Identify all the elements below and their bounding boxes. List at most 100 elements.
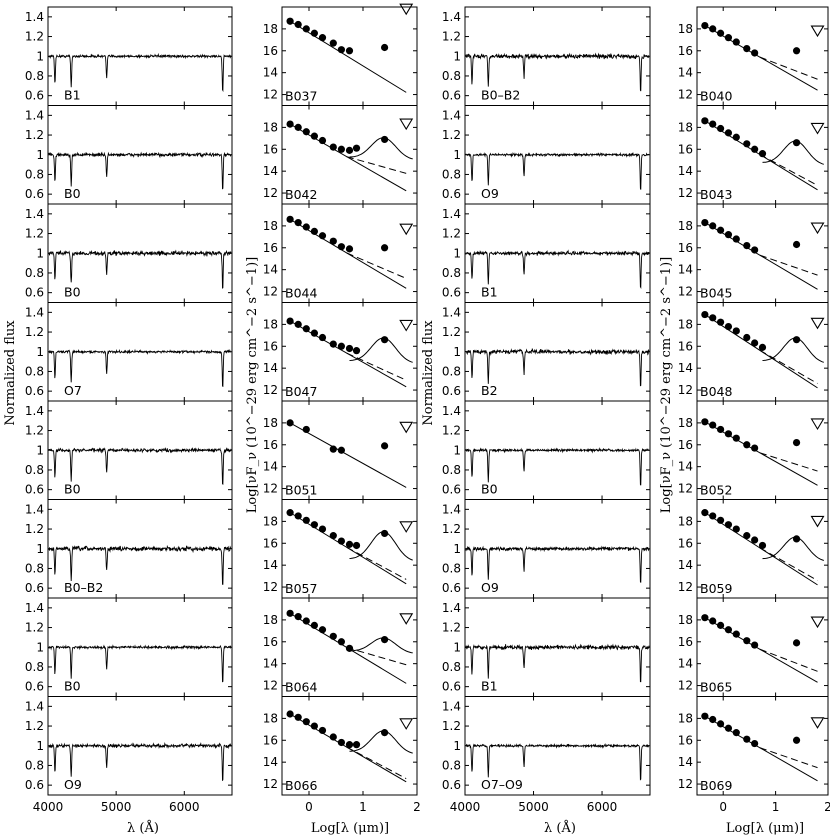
photometry-point [302,425,310,434]
photometry-point [329,445,337,453]
far-ir-point [792,736,801,744]
y-tick-label: 14 [678,66,693,80]
y-tick-label: 1 [36,345,44,359]
far-ir-point [792,336,801,344]
spectral-type-label: B1 [481,285,498,300]
photometry-point [716,318,725,326]
far-ir-point [381,336,389,344]
y-tick-label: 0.8 [442,758,461,772]
x-tick-label: 4000 [33,800,64,814]
photometry-point [345,245,354,253]
spectral-type-label: B0 [481,482,498,497]
y-tick-label: 1.4 [442,10,461,24]
photometry-point [294,512,302,520]
x-tick-label: 6000 [169,800,200,814]
y-axis-label-col4: Log[νF_ν (10^−29 erg cm^−2 s^−1)] [659,257,674,513]
y-tick-label: 1.4 [442,601,461,615]
y-tick-label: 16 [678,142,693,156]
y-tick-label: 1.4 [442,305,461,319]
spectrum-trace [465,249,650,290]
photometry-point [724,626,733,634]
x-tick-label: 1 [359,800,367,814]
y-tick-label: 14 [678,460,693,474]
photometry-point [701,712,709,720]
upper-limit-marker [399,421,414,434]
upper-limit-marker [810,222,825,235]
photometry-point [318,136,327,145]
y-tick-label: 1 [453,640,461,654]
y-tick-label: 1.4 [25,207,44,221]
object-id-label: B040 [700,89,732,104]
spectral-type-label: B0–B2 [64,580,103,595]
spectral-type-label: O9 [481,186,499,201]
dust-emission-curve [349,730,413,754]
photometry-point [724,521,733,529]
y-tick-label: 0.6 [442,187,461,201]
photometry-point [302,128,310,136]
photometry-point [337,738,345,747]
y-tick-label: 14 [263,558,278,572]
y-tick-label: 12 [678,777,693,791]
y-tick-label: 1.2 [442,424,461,438]
dust-emission-curve [762,337,824,363]
y-tick-label: 1.4 [25,108,44,122]
y-tick-label: 18 [678,22,693,36]
far-ir-point [381,529,389,538]
photometry-point [329,143,337,151]
upper-limit-marker [810,418,825,431]
y-tick-label: 1.4 [25,699,44,713]
spectrum-panel-2-1: 0.6 0.8 1 1.2 1.4 O9 [442,105,651,205]
photometry-point [732,133,740,141]
y-tick-label: 0.8 [25,266,44,280]
photometry-point [310,521,318,529]
photometry-point [732,38,740,46]
y-tick-label: 0.6 [442,680,461,694]
excess-model-line [346,252,407,279]
photometry-point [345,540,354,548]
far-ir-point [381,442,389,450]
spectrum-trace [465,643,650,683]
y-tick-label: 1.2 [25,522,44,536]
upper-limit-marker [810,122,825,135]
excess-model-line [759,154,818,186]
upper-limit-marker [810,25,825,38]
y-tick-label: 0.8 [25,167,44,181]
object-id-label: B064 [285,680,317,695]
photometry-point [701,22,709,30]
y-tick-label: 0.8 [442,463,461,477]
y-tick-label: 0.8 [442,266,461,280]
panel-grid: 0.6 0.8 1 1.2 1.4 B1 0.6 0.8 1 1.2 1.4 B0 0.6 0.8 1 1.2… [25,3,830,814]
spectrum-panel-2-2: 0.6 0.8 1 1.2 1.4 B1 [442,203,651,303]
y-tick-label: 16 [263,438,278,452]
object-id-label: B043 [700,187,732,202]
y-tick-label: 16 [263,733,278,747]
y-tick-label: 1.4 [25,404,44,418]
x-tick-label: 0 [305,800,313,814]
x-axis-label-col2: Log[λ (μm)] [311,821,389,836]
y-tick-label: 0.6 [442,778,461,792]
object-id-label: B069 [700,778,732,793]
y-tick-label: 0.8 [25,660,44,674]
sed-panel-3-1: 12 14 16 18 B043 [678,105,829,205]
y-tick-label: 12 [678,88,693,102]
y-tick-label: 18 [263,120,278,134]
photometry-point [701,117,709,125]
photometry-point [743,532,751,540]
sed-panel-1-0: 12 14 16 18 B037 [263,3,418,106]
x-tick-label: 2 [824,800,830,814]
x-tick-label: 6000 [587,800,618,814]
object-id-label: B051 [285,483,317,498]
object-id-label: B052 [700,483,732,498]
sed-panel-3-0: 12 14 16 18 B040 [678,6,829,106]
upper-limit-marker [399,613,414,625]
object-id-label: B066 [285,778,317,793]
y-tick-label: 1 [453,443,461,457]
y-tick-label: 1 [36,542,44,556]
far-ir-point [792,139,801,147]
spectral-type-label: B0–B2 [481,88,520,103]
photometry-point [709,120,717,128]
sed-panel-3-5: 12 14 16 18 B059 [678,499,829,599]
y-tick-label: 1.4 [442,502,461,516]
y-tick-label: 16 [678,635,693,649]
